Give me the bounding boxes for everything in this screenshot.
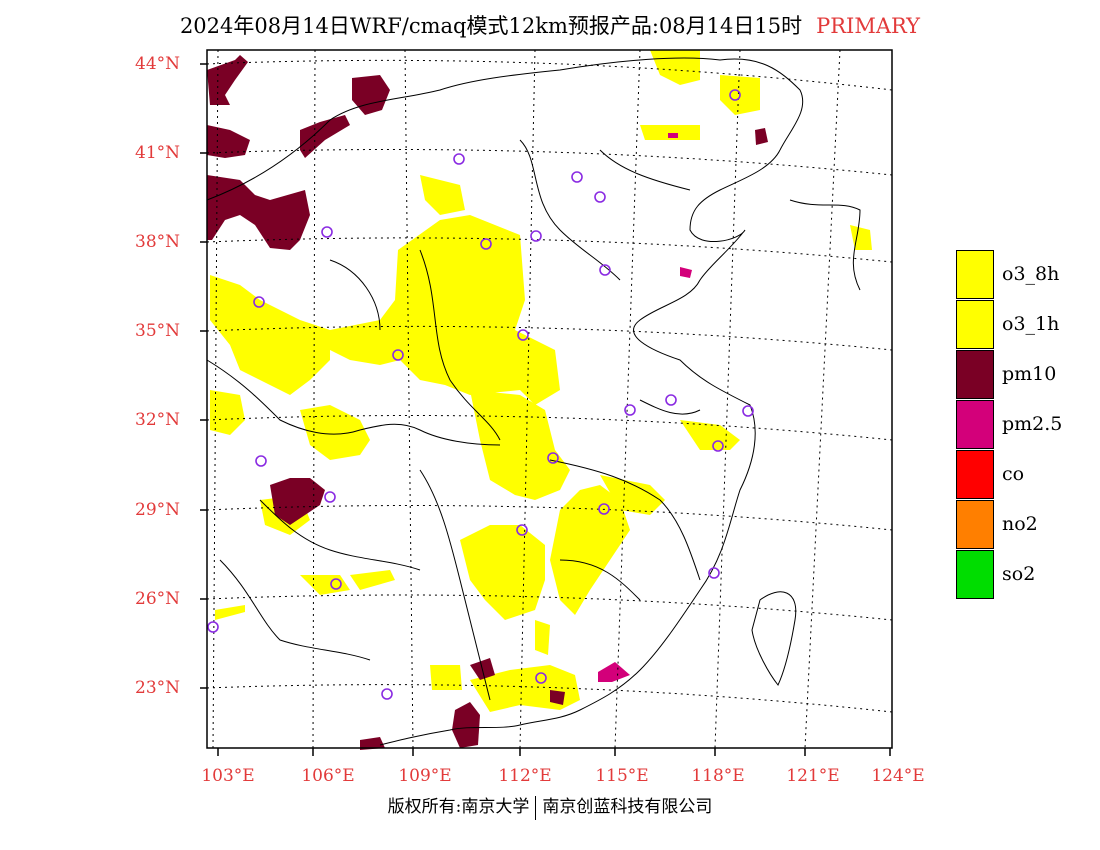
- legend-swatch: [956, 399, 994, 449]
- lon-label: 106°E: [301, 766, 355, 786]
- boundaries: [206, 57, 861, 746]
- legend-swatch: [956, 549, 994, 599]
- legend-label: o3_1h: [1002, 313, 1060, 335]
- legend-swatch: [956, 449, 994, 499]
- legend-label: so2: [1002, 563, 1036, 585]
- lon-label: 118°E: [691, 766, 745, 786]
- copyright-left: 版权所有:南京大学: [387, 797, 530, 817]
- legend-label: co: [1002, 463, 1025, 485]
- legend-label: no2: [1002, 513, 1038, 535]
- lon-label: 109°E: [398, 766, 452, 786]
- graticule: [206, 49, 893, 749]
- legend-item: pm10: [956, 349, 1062, 399]
- pollutant-legend: o3_8h o3_1h pm10 pm2.5 co no2 so2: [956, 249, 1062, 599]
- copyright-right: 南京创蓝科技有限公司: [542, 797, 713, 817]
- lon-label: 115°E: [595, 766, 649, 786]
- lon-label: 112°E: [498, 766, 552, 786]
- title-main: 2024年08月14日WRF/cmaq模式12km预报产品:08月14日15时: [179, 14, 803, 38]
- footer-divider: [535, 795, 537, 820]
- legend-label: o3_8h: [1002, 263, 1060, 285]
- lon-label: 103°E: [201, 766, 255, 786]
- map-frame: [206, 49, 893, 749]
- lat-label: 35°N: [135, 321, 181, 341]
- legend-swatch: [956, 349, 994, 399]
- legend-swatch: [956, 299, 994, 349]
- lat-label: 26°N: [135, 589, 181, 609]
- legend-item: o3_8h: [956, 249, 1062, 299]
- station-markers: [207, 89, 754, 700]
- lat-label: 38°N: [135, 232, 181, 252]
- lat-label: 44°N: [135, 54, 181, 74]
- pm25-regions: [598, 133, 692, 682]
- lon-label: 124°E: [871, 766, 925, 786]
- lat-label: 29°N: [135, 500, 181, 520]
- legend-swatch: [956, 249, 994, 299]
- legend-item: pm2.5: [956, 399, 1062, 449]
- legend-item: so2: [956, 549, 1062, 599]
- map-title: 2024年08月14日WRF/cmaq模式12km预报产品:08月14日15时 P…: [0, 10, 1100, 40]
- legend-item: no2: [956, 499, 1062, 549]
- tick-marks: [200, 63, 891, 756]
- lat-label: 23°N: [135, 678, 181, 698]
- title-mode: PRIMARY: [816, 14, 921, 38]
- legend-item: o3_1h: [956, 299, 1062, 349]
- lat-label: 32°N: [135, 410, 181, 430]
- lon-label: 121°E: [786, 766, 840, 786]
- lat-label: 41°N: [135, 143, 181, 163]
- legend-swatch: [956, 499, 994, 549]
- legend-label: pm10: [1002, 363, 1057, 385]
- copyright-footer: 版权所有:南京大学 南京创蓝科技有限公司: [0, 792, 1100, 820]
- legend-label: pm2.5: [1002, 413, 1063, 435]
- legend-item: co: [956, 449, 1062, 499]
